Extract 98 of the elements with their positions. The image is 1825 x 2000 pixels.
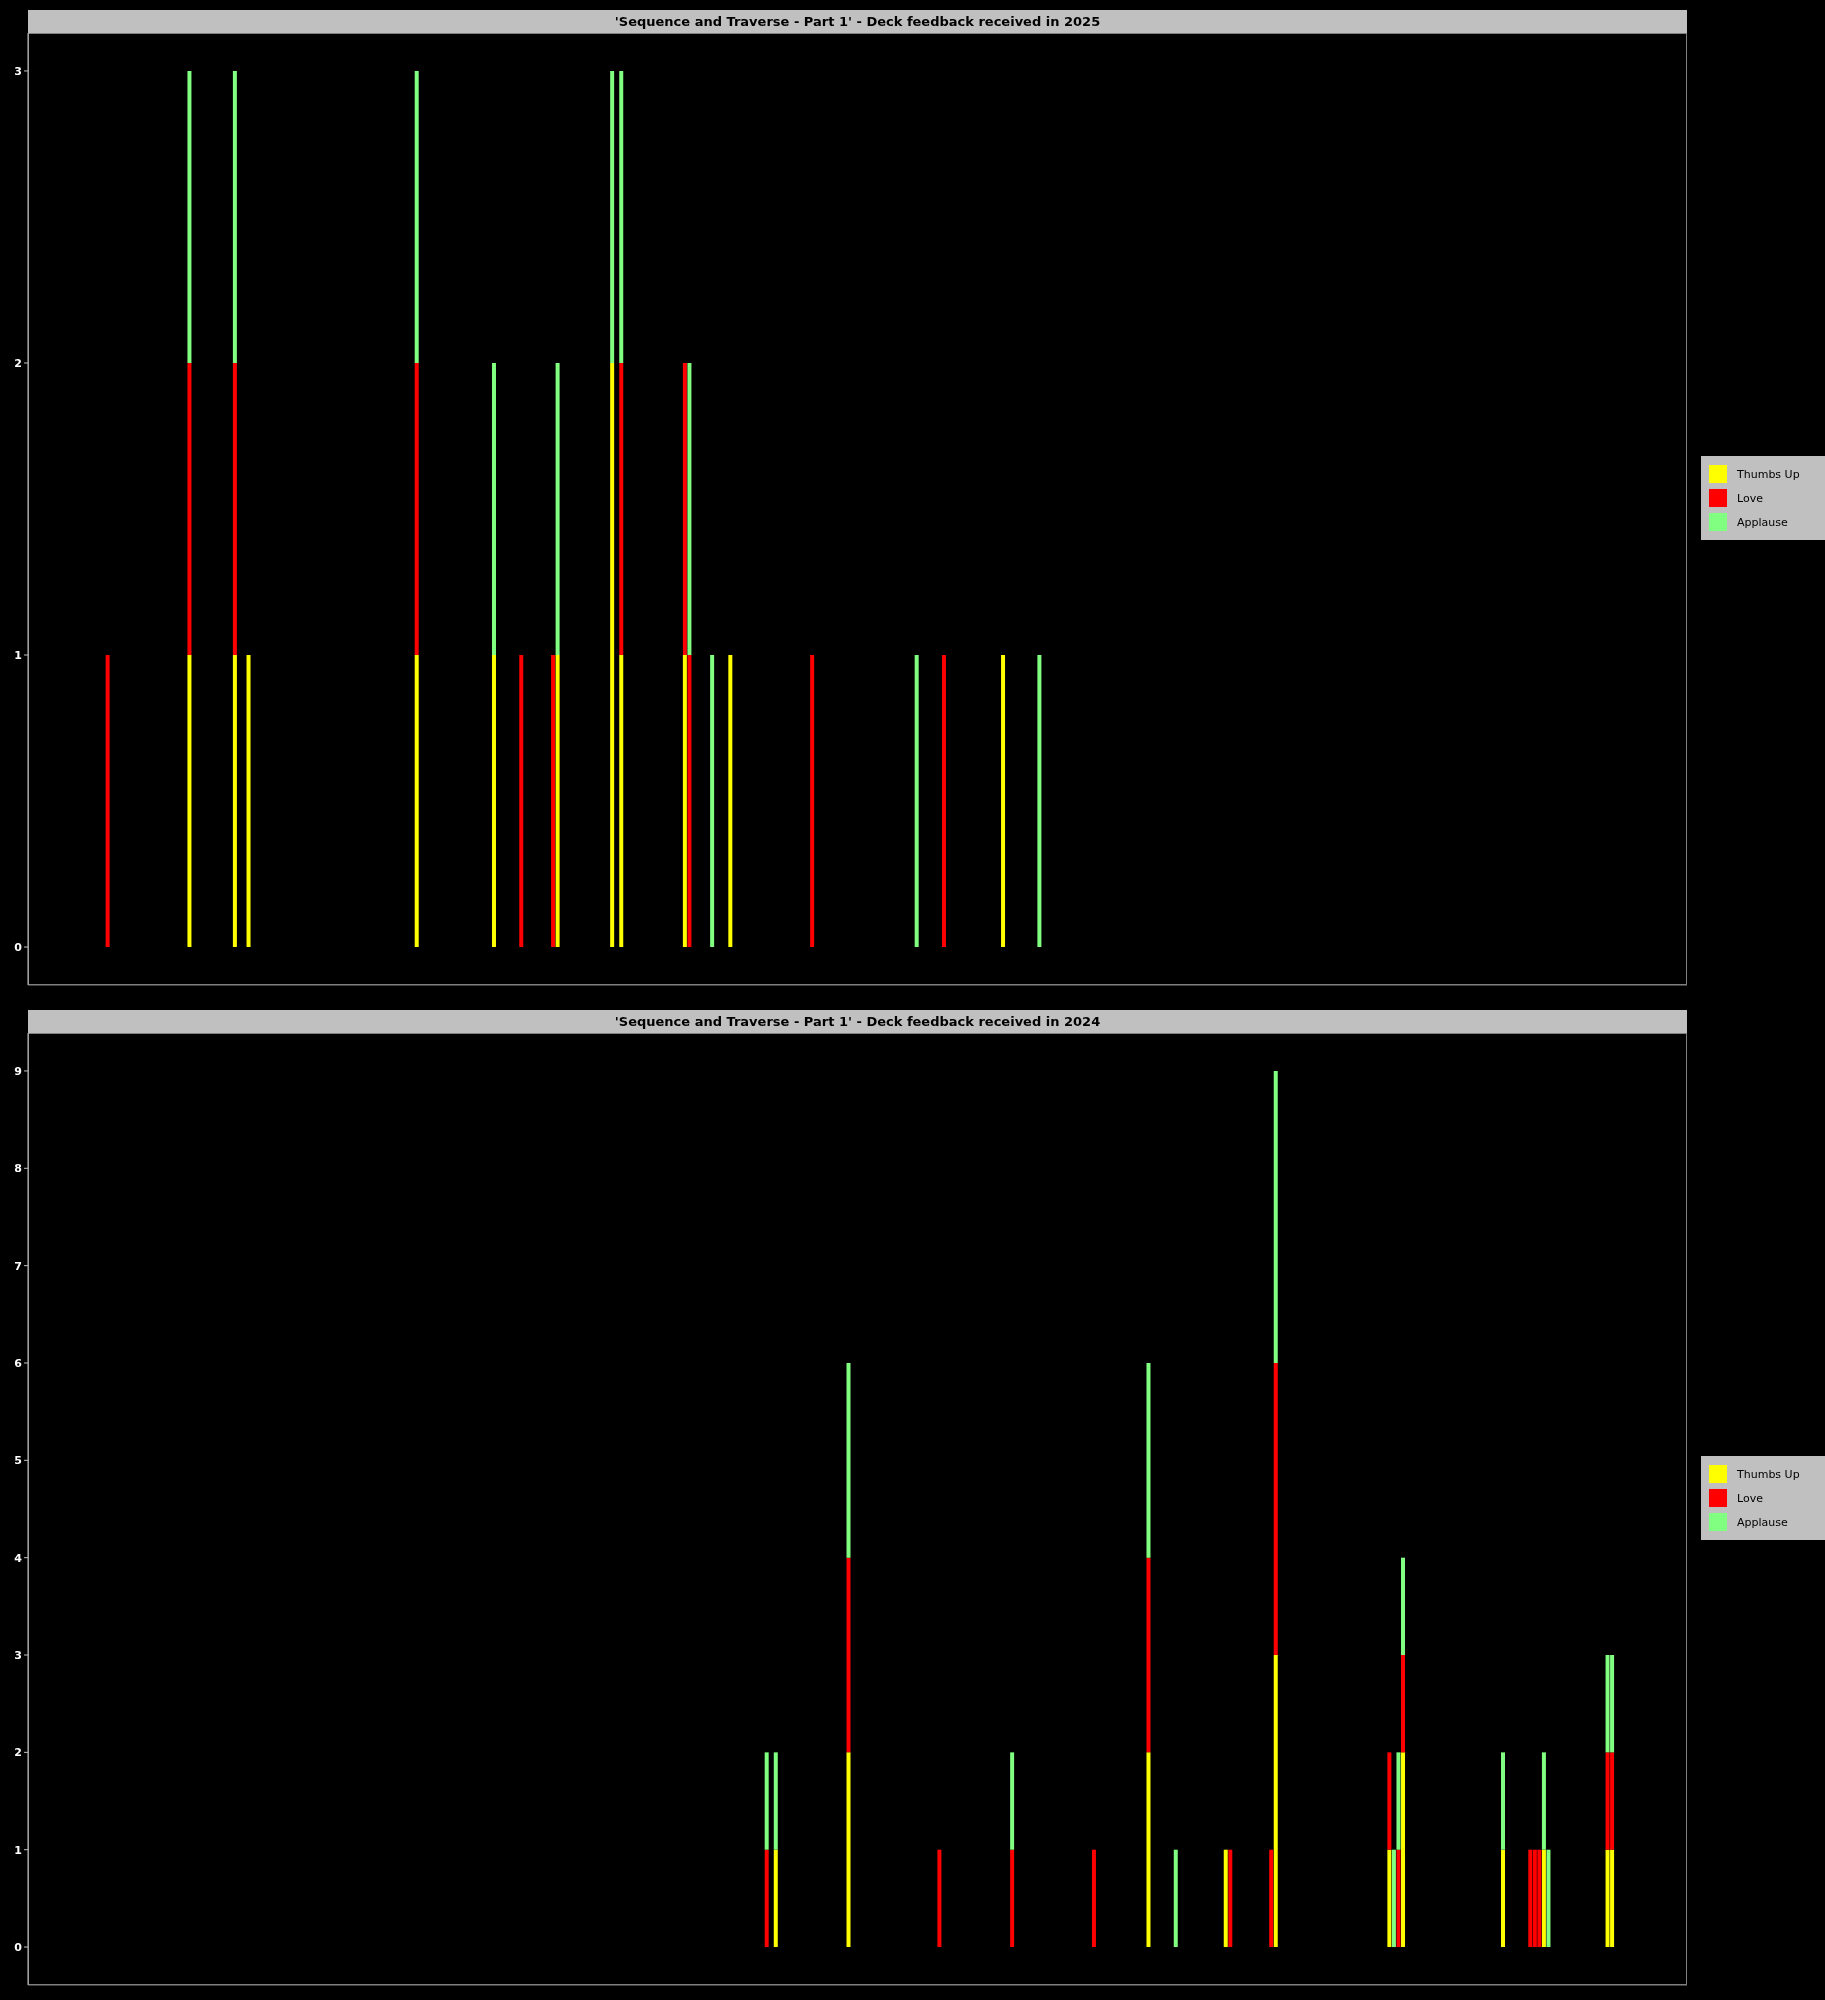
bar	[187, 70, 192, 363]
bar	[1273, 1070, 1278, 1363]
bar	[810, 655, 815, 948]
bar	[1396, 1849, 1401, 1948]
bar	[1391, 1849, 1396, 1948]
bar	[1401, 1752, 1406, 1948]
y-tick-label: 9	[14, 1064, 22, 1078]
y-tick-label: 2	[14, 356, 22, 370]
bar	[728, 655, 733, 948]
bar	[1401, 1557, 1406, 1656]
bar	[764, 1752, 769, 1850]
y-tick-label: 4	[14, 1551, 23, 1565]
bar	[687, 362, 692, 656]
bar	[1605, 1655, 1610, 1753]
bar	[1541, 1752, 1546, 1850]
bar	[1091, 1849, 1096, 1948]
y-tick-label: 1	[14, 1843, 22, 1857]
bar	[187, 362, 192, 656]
bar	[1610, 1849, 1615, 1948]
bar	[105, 655, 110, 948]
bar	[232, 362, 237, 656]
bar	[914, 655, 919, 948]
bar	[555, 362, 560, 656]
y-tick-label: 3	[14, 1648, 22, 1662]
bar	[1146, 1557, 1151, 1753]
bar	[232, 655, 237, 948]
bar	[1387, 1849, 1392, 1948]
y-tick-label: 0	[14, 1940, 23, 1954]
bar	[551, 655, 556, 948]
bar	[619, 70, 624, 363]
y-tick-label: 0	[14, 940, 23, 954]
bar	[1528, 1849, 1533, 1948]
y-tick-label: 6	[14, 1356, 23, 1370]
legend-label: Love	[1737, 491, 1763, 505]
bar	[1269, 1849, 1274, 1948]
bar	[1223, 1849, 1228, 1948]
legend-label: Applause	[1737, 515, 1788, 529]
bar	[414, 70, 419, 363]
bar	[1532, 1849, 1537, 1948]
bar	[1501, 1752, 1506, 1850]
bar	[1273, 1362, 1278, 1656]
bar	[1546, 1849, 1551, 1948]
bar	[846, 1362, 851, 1558]
bar	[682, 362, 687, 656]
y-tick-label: 8	[14, 1162, 22, 1176]
y-tick-label: 1	[14, 648, 22, 662]
bar	[619, 655, 624, 948]
bar	[1605, 1849, 1610, 1948]
y-tick-label: 3	[14, 64, 22, 78]
bar	[246, 655, 251, 948]
bar	[414, 362, 419, 656]
y-tick-label: 2	[14, 1746, 22, 1760]
bar	[610, 70, 615, 363]
bar	[187, 655, 192, 948]
chart-title: 'Sequence and Traverse - Part 1' - Deck feedback received in 2024	[614, 1014, 1101, 1029]
bar	[941, 655, 946, 948]
bar	[1541, 1849, 1546, 1948]
bar	[1146, 1362, 1151, 1558]
bar	[1387, 1752, 1392, 1850]
bar	[1537, 1849, 1542, 1948]
bar	[491, 655, 496, 948]
bar	[1010, 1752, 1015, 1850]
bar	[1037, 655, 1042, 948]
bar	[519, 655, 524, 948]
bar	[846, 1752, 851, 1948]
bar	[1001, 655, 1006, 948]
chart-title: 'Sequence and Traverse - Part 1' - Deck feedback received in 2025	[614, 14, 1101, 29]
bar	[773, 1752, 778, 1850]
y-tick-label: 7	[14, 1259, 22, 1273]
bar	[610, 362, 615, 948]
bar	[1228, 1849, 1233, 1948]
bar	[1605, 1752, 1610, 1850]
legend-label: Thumbs Up	[1737, 467, 1800, 481]
bar	[1610, 1752, 1615, 1850]
bar	[555, 655, 560, 948]
legend-label: Love	[1737, 1491, 1763, 1505]
bar	[764, 1849, 769, 1948]
bar	[1396, 1752, 1401, 1850]
legend-label: Applause	[1737, 1515, 1788, 1529]
bar	[710, 655, 715, 948]
bar	[232, 70, 237, 363]
bar	[1010, 1849, 1015, 1948]
bar	[491, 362, 496, 656]
bar	[619, 362, 624, 656]
bar	[1273, 1655, 1278, 1948]
bar	[1173, 1849, 1178, 1948]
bar	[1610, 1655, 1615, 1753]
bar	[937, 1849, 942, 1948]
bar	[1501, 1849, 1506, 1948]
bar	[414, 655, 419, 948]
legend-label: Thumbs Up	[1737, 1467, 1800, 1481]
bar	[687, 655, 692, 948]
bar	[1401, 1655, 1406, 1753]
bar	[1146, 1752, 1151, 1948]
bar	[773, 1849, 778, 1948]
y-tick-label: 5	[14, 1454, 22, 1468]
bar	[682, 655, 687, 948]
bar	[846, 1557, 851, 1753]
